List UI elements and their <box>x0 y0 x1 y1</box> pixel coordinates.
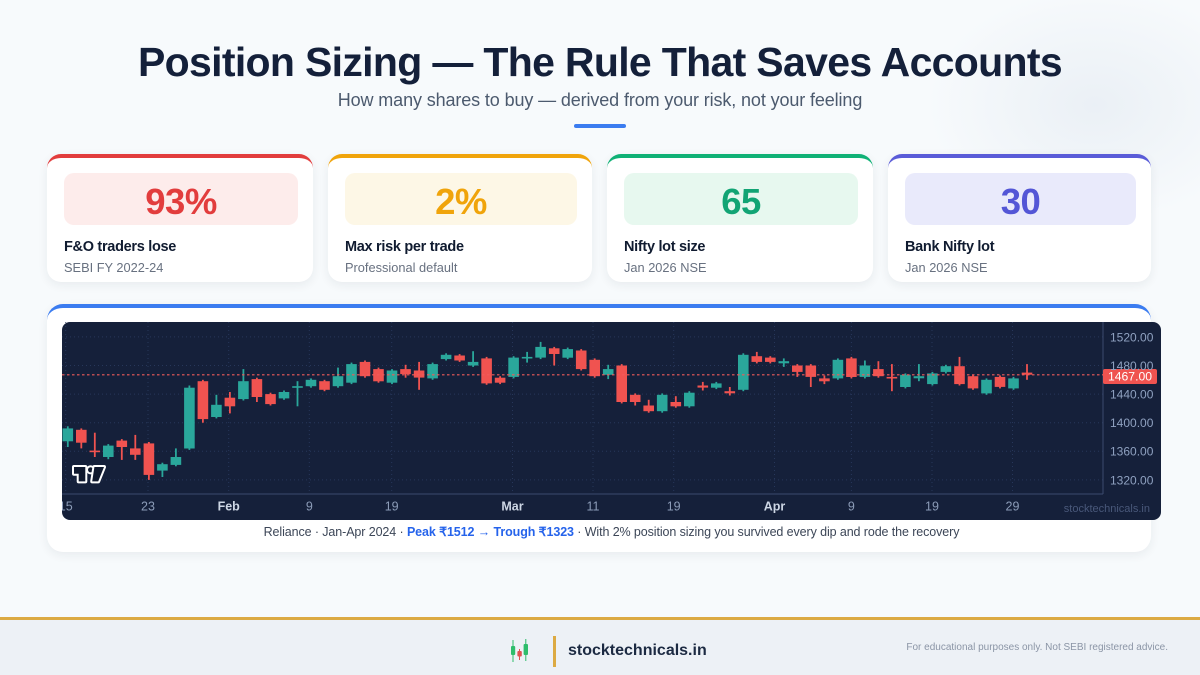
svg-text:Mar: Mar <box>501 500 523 514</box>
svg-text:23: 23 <box>141 500 155 514</box>
svg-text:1480.00: 1480.00 <box>1110 359 1154 373</box>
svg-text:9: 9 <box>306 500 313 514</box>
svg-text:9: 9 <box>848 500 855 514</box>
svg-text:15: 15 <box>62 500 73 514</box>
svg-text:Feb: Feb <box>218 500 241 514</box>
svg-text:1400.00: 1400.00 <box>1110 416 1154 430</box>
svg-text:1520.00: 1520.00 <box>1110 330 1154 344</box>
svg-text:1320.00: 1320.00 <box>1110 473 1154 487</box>
svg-text:stocktechnicals.in: stocktechnicals.in <box>1064 503 1150 515</box>
svg-text:1467.00: 1467.00 <box>1108 370 1152 384</box>
svg-text:19: 19 <box>385 500 399 514</box>
svg-text:1440.00: 1440.00 <box>1110 388 1154 402</box>
svg-text:1360.00: 1360.00 <box>1110 445 1154 459</box>
svg-text:19: 19 <box>925 500 939 514</box>
svg-text:29: 29 <box>1006 500 1020 514</box>
svg-text:Apr: Apr <box>764 500 786 514</box>
svg-text:19: 19 <box>667 500 681 514</box>
svg-text:11: 11 <box>587 500 600 514</box>
